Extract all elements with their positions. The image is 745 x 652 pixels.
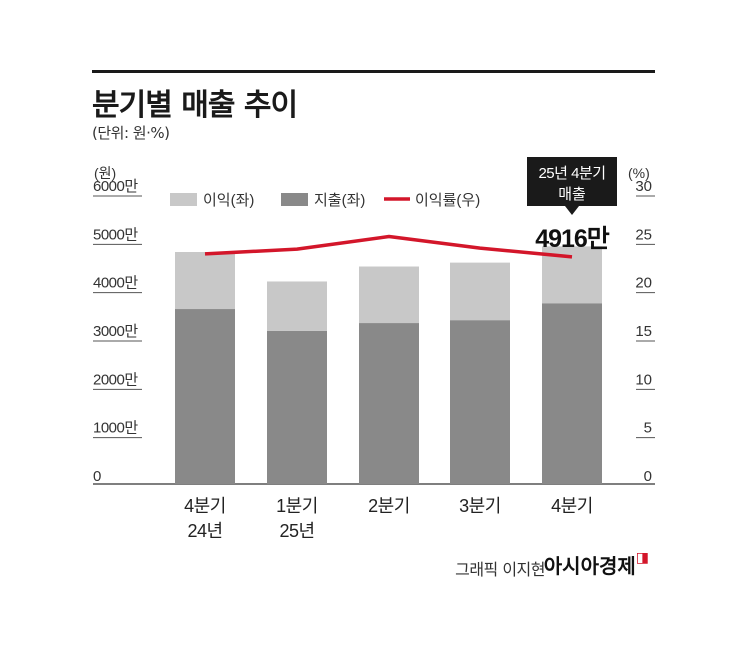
y-left-tick-label: 5000만 [93,226,138,243]
unit-note: (단위: 원·%) [92,124,170,142]
brand-logo: 아시아경제◨ [544,550,649,579]
x-tick-label: 25년 [279,521,314,541]
y-right-tick-label: 30 [635,178,652,195]
margin-line [204,234,573,259]
x-tick-label: 1분기 [276,496,318,516]
bar-expense [175,309,235,484]
bar-expense [450,320,510,484]
y-left-tick-label: 1000만 [93,420,138,437]
y-right-tick-label: 25 [635,226,652,243]
callout-pointer [565,206,579,215]
y-left-tick-label: 2000만 [93,371,138,388]
brand-text: 아시아경제 [543,554,636,578]
bar-profit [359,266,419,324]
y-right-tick-label: 5 [644,420,652,437]
bar-profit [175,252,235,310]
y-right-unit-label: (%) [628,165,650,181]
credit-text: 그래픽 이지현 [455,560,545,579]
legend-expense-label: 지출(좌) [314,192,365,209]
x-tick-label: 24년 [187,521,222,541]
x-tick-label: 4분기 [184,496,226,516]
bar-expense [267,330,327,484]
legend-margin-label: 이익률(우) [415,192,480,209]
bar-profit [267,281,327,331]
y-left-tick-label: 0 [93,468,101,485]
brand-mark-icon: ◨ [635,550,649,566]
callout-box [527,157,617,206]
y-left-unit-label: (원) [94,165,116,181]
y-left-tick-label: 6000만 [93,178,138,195]
graphic-credit: 그래픽 이지현 [455,556,545,580]
y-right-tick-label: 15 [635,323,652,340]
y-left-tick-label: 4000만 [93,275,138,292]
legend-profit-label: 이익(좌) [203,192,254,209]
legend-box [158,186,498,212]
y-right-tick-label: 10 [635,371,652,388]
legend-profit-swatch [170,193,197,206]
bar-expense [542,303,602,484]
callout-value: 4916만 [535,225,610,253]
callout-line-1: 25년 4분기 [538,165,605,182]
bar-profit [450,262,510,321]
chart-title: 분기별 매출 추이 [92,88,298,123]
bar-expense [359,323,419,484]
y-left-tick-label: 3000만 [93,323,138,340]
legend-expense-swatch [281,193,308,206]
callout-line-2: 매출 [558,186,586,203]
x-tick-label: 4분기 [551,496,593,516]
y-right-tick-label: 20 [635,275,652,292]
x-tick-label: 2분기 [368,496,410,516]
x-tick-label: 3분기 [459,496,501,516]
y-right-tick-label: 0 [644,468,652,485]
top-rule [92,70,655,73]
